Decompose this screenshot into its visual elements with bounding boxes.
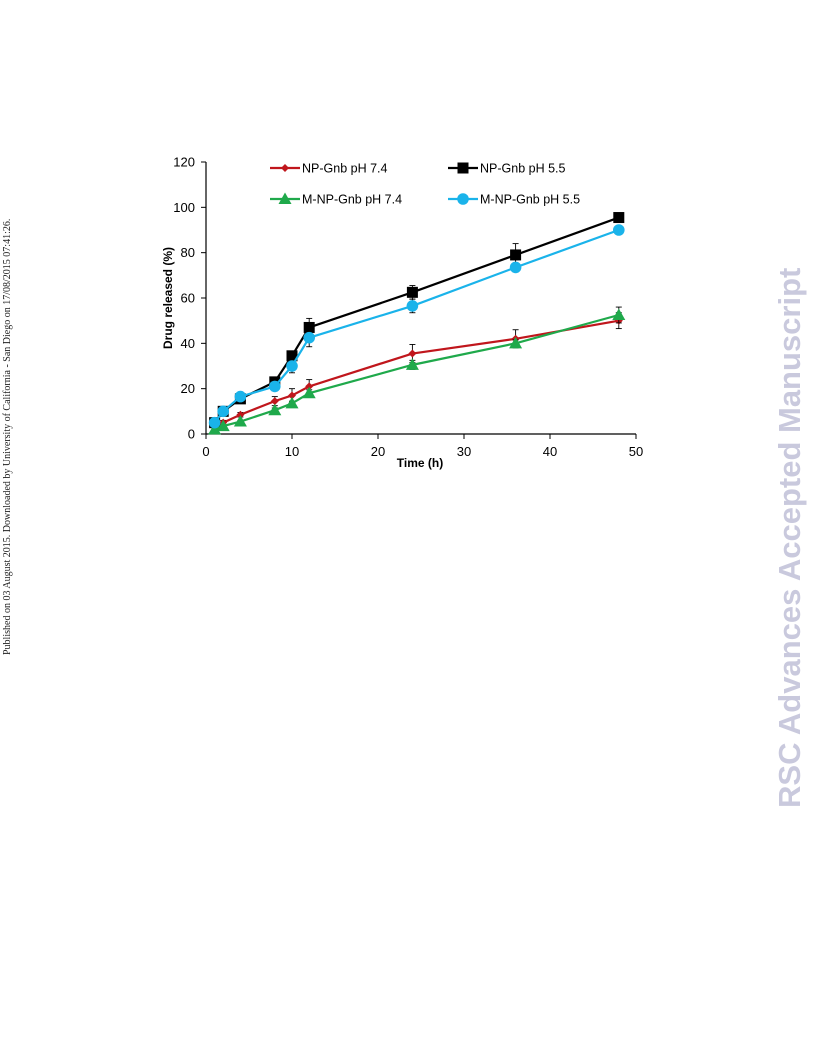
- legend-label: NP-Gnb pH 7.4: [302, 162, 388, 176]
- legend-entry-1: NP-Gnb pH 7.4: [270, 162, 388, 176]
- y-tick-label: 40: [181, 336, 195, 351]
- data-point: [613, 212, 625, 224]
- y-tick-label: 0: [188, 427, 195, 442]
- legend-entry-4: M-NP-Gnb pH 5.5: [448, 193, 580, 207]
- data-point: [286, 350, 298, 362]
- x-tick-label: 20: [371, 444, 385, 459]
- data-point: [612, 308, 626, 320]
- legend-swatch-marker: [278, 192, 292, 204]
- legend-swatch-marker: [457, 193, 469, 205]
- series-3: [208, 306, 626, 435]
- legend: NP-Gnb pH 7.4 NP-Gnb pH 5.5 M-NP-Gnb pH 7.…: [270, 162, 580, 207]
- legend-label: NP-Gnb pH 5.5: [480, 162, 566, 176]
- data-point: [613, 224, 625, 236]
- y-tick-label: 20: [181, 381, 195, 396]
- legend-swatch-marker: [457, 162, 469, 174]
- data-point: [286, 360, 298, 372]
- legend-swatch-marker: [281, 164, 289, 172]
- data-point: [268, 403, 282, 416]
- y-tick-label: 100: [173, 200, 195, 215]
- data-point: [510, 249, 522, 261]
- data-point: [303, 321, 315, 333]
- data-point: [270, 397, 279, 406]
- data-point: [269, 380, 281, 393]
- data-point: [216, 419, 230, 432]
- x-tick-label: 30: [457, 444, 471, 459]
- data-point: [305, 382, 314, 391]
- data-point: [302, 386, 316, 399]
- data-point: [234, 390, 247, 403]
- x-tick-label: 50: [629, 444, 643, 459]
- x-tick-label: 40: [543, 444, 557, 459]
- y-tick-label: 120: [173, 155, 195, 170]
- data-point: [285, 396, 299, 409]
- data-point: [405, 358, 419, 370]
- legend-entry-3: M-NP-Gnb pH 7.4: [270, 192, 402, 207]
- data-point: [406, 286, 418, 298]
- y-axis-title: Drug released (%): [161, 247, 175, 349]
- x-tick-label: 0: [202, 444, 209, 459]
- data-point: [233, 415, 247, 427]
- data-point: [509, 261, 522, 274]
- series-4: [208, 224, 625, 429]
- data-point: [303, 331, 316, 344]
- axes: 0 10 20 30 40 50 0 20 40 60 80 100 120: [173, 155, 643, 460]
- data-point: [509, 336, 523, 349]
- data-point: [208, 416, 221, 429]
- y-tick-label: 80: [181, 245, 195, 260]
- series-layer: [208, 212, 626, 435]
- data-point: [236, 410, 245, 419]
- x-tick-label: 10: [285, 444, 299, 459]
- legend-entry-2: NP-Gnb pH 5.5: [448, 162, 566, 176]
- data-point: [208, 422, 222, 435]
- x-axis-title: Time (h): [397, 456, 443, 470]
- series-line: [213, 228, 620, 424]
- y-tick-label: 60: [181, 291, 195, 306]
- series-2: [209, 212, 625, 429]
- legend-label: M-NP-Gnb pH 7.4: [302, 193, 402, 207]
- legend-label: M-NP-Gnb pH 5.5: [480, 193, 580, 207]
- data-point: [406, 300, 419, 312]
- data-point: [288, 391, 296, 400]
- data-point: [217, 405, 229, 418]
- data-point: [408, 349, 417, 358]
